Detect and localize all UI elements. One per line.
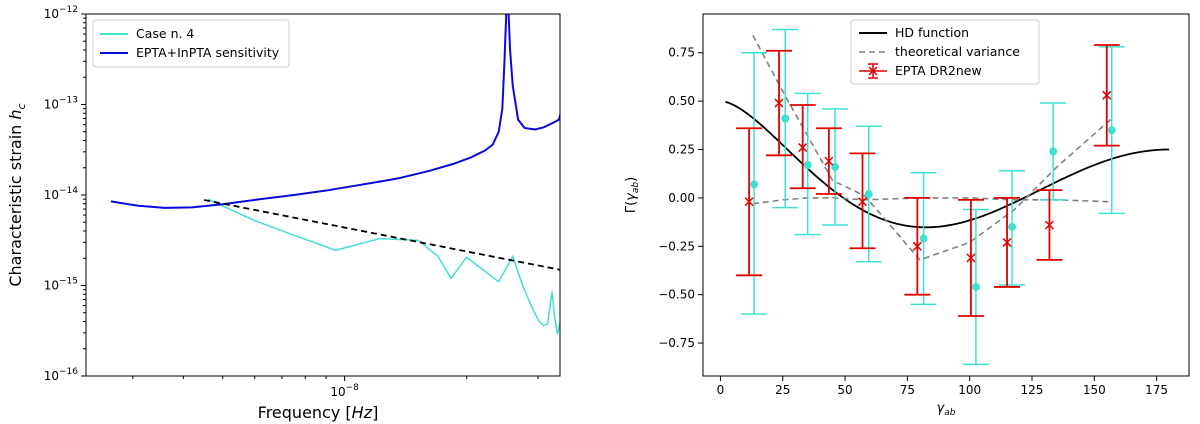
right-x-tick-label-6: 150 xyxy=(1083,383,1106,397)
epta-point-marker-0 xyxy=(744,197,754,207)
left-x-axis-label: Frequency [Hz] xyxy=(258,403,379,422)
right-y-tick-label-2: −0.25 xyxy=(658,239,695,253)
epta-point-marker-9 xyxy=(1102,90,1112,100)
case-point-marker-7 xyxy=(1008,222,1017,231)
left-series-line-0 xyxy=(207,198,560,335)
right-legend-label-1: theoretical variance xyxy=(895,44,1020,59)
case-point-marker-9 xyxy=(1107,126,1116,135)
case-point-marker-5 xyxy=(919,234,928,243)
left-legend-box xyxy=(92,19,290,68)
left-series-line-1 xyxy=(110,14,560,209)
left-y-tick-label-1: 10−15 xyxy=(44,277,78,293)
tick-base: 10 xyxy=(44,7,59,21)
tick-base: 10 xyxy=(44,279,59,293)
right-plot-frame xyxy=(702,13,1190,377)
theoretical-variance-lower xyxy=(752,34,1113,261)
epta-point-marker-2 xyxy=(798,143,808,153)
right-y-tick-label-1: −0.50 xyxy=(658,288,695,302)
left-series-group xyxy=(110,14,560,335)
right-plot-content xyxy=(725,28,1170,366)
theoretical-variance-upper xyxy=(752,197,1112,205)
tick-exponent: −16 xyxy=(59,367,78,377)
left-y-axis-label: Characteristic strain hc xyxy=(6,103,28,286)
left-legend-label-1: EPTA+InPTA sensitivity xyxy=(136,45,280,60)
epta-point-marker-4 xyxy=(857,197,868,207)
right-legend-box xyxy=(850,19,1040,85)
tick-exponent: −13 xyxy=(59,96,78,106)
case-point-marker-2 xyxy=(803,160,812,169)
right-x-tick-label-7: 175 xyxy=(1145,383,1168,397)
right-legend-swatch-x-2 xyxy=(868,66,878,76)
left-plot-lines xyxy=(110,14,560,335)
hd-function-curve xyxy=(725,100,1170,229)
right-y-tick-label-3: 0.00 xyxy=(668,191,695,205)
epta-point-marker-5 xyxy=(912,241,922,251)
left-legend-label-0: Case n. 4 xyxy=(136,26,194,41)
case-point-marker-8 xyxy=(1049,147,1058,156)
right-legend-label-2: EPTA DR2new xyxy=(895,63,982,78)
right-x-tick-label-5: 125 xyxy=(1021,383,1044,397)
right-legend: HD function theoretical variance EPTA DR2n… xyxy=(850,19,1040,85)
left-y-tick-label-0: 10−16 xyxy=(44,367,79,383)
right-y-tick-label-0: −0.75 xyxy=(658,336,695,350)
tick-exponent: −15 xyxy=(59,277,78,287)
tick-exponent: −8 xyxy=(346,383,360,393)
right-y-tick-label-5: 0.50 xyxy=(668,94,695,108)
left-y-tick-label-2: 10−14 xyxy=(44,186,79,202)
epta-point-marker-1 xyxy=(774,98,784,108)
right-axis-ticks: 0 25 50 75 100 125 150 175 −0.75 −0.50 −0.25 0.00 0.… xyxy=(658,46,1168,397)
right-x-tick-label-4: 100 xyxy=(958,383,981,397)
left-legend: Case n. 4 EPTA+InPTA sensitivity xyxy=(92,19,290,68)
right-y-tick-label-4: 0.25 xyxy=(668,143,695,157)
left-plot-frame xyxy=(85,13,561,377)
right-y-axis-label: Γ(γab) xyxy=(624,177,641,213)
case-point-marker-0 xyxy=(750,180,759,189)
right-x-tick-label-1: 25 xyxy=(775,383,790,397)
case-point-marker-3 xyxy=(831,162,840,171)
tick-base: 10 xyxy=(44,369,59,383)
right-y-tick-label-6: 0.75 xyxy=(668,46,695,60)
epta-point-marker-3 xyxy=(824,156,834,166)
right-legend-label-0: HD function xyxy=(895,25,969,40)
left-y-tick-label-4: 10−12 xyxy=(44,5,78,21)
case-point-marker-4 xyxy=(864,190,873,199)
tick-exponent: −12 xyxy=(59,5,78,15)
epta-point-marker-6 xyxy=(966,253,976,263)
tick-base: 10 xyxy=(44,98,59,112)
left-y-tick-label-3: 10−13 xyxy=(44,96,78,112)
case-point-marker-1 xyxy=(781,114,790,123)
right-x-tick-label-2: 50 xyxy=(837,383,852,397)
tick-exponent: −14 xyxy=(59,186,78,196)
right-x-axis-label: γab xyxy=(937,401,956,418)
tick-base: 10 xyxy=(44,188,59,202)
case-point-marker-6 xyxy=(971,282,980,291)
tick-base: 10 xyxy=(330,385,345,399)
right-x-tick-label-0: 0 xyxy=(717,383,725,397)
left-series-line-2 xyxy=(203,199,560,271)
left-x-tick-label-0: 10−8 xyxy=(330,383,359,399)
right-series-group xyxy=(725,28,1170,366)
epta-point-marker-7 xyxy=(1002,237,1012,247)
right-chart-panel: 0 25 50 75 100 125 150 175 −0.75 −0.50 −0.25 0.00 0.… xyxy=(624,13,1190,418)
right-x-tick-label-3: 75 xyxy=(900,383,915,397)
epta-point-marker-8 xyxy=(1044,220,1054,230)
